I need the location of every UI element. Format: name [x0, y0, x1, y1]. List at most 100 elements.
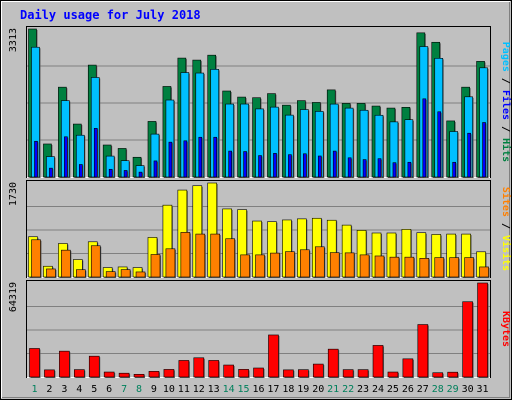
legend-item-kbytes: KBytes: [500, 311, 511, 347]
bar-kbytes-3: [59, 350, 70, 378]
x-tick-label-24: 24: [372, 384, 384, 395]
legend-item-hits: Hits: [500, 138, 512, 162]
legend-separator: /: [500, 217, 511, 235]
bar-pages-28: [437, 111, 442, 178]
x-tick-label-16: 16: [252, 384, 264, 395]
bar-sites-18: [285, 251, 295, 278]
x-tick-label-13: 13: [208, 384, 220, 395]
bar-kbytes-18: [283, 369, 294, 378]
x-tick-label-5: 5: [91, 384, 97, 395]
x-tick-label-28: 28: [432, 384, 444, 395]
bar-sites-25: [389, 256, 400, 278]
bar-sites-8: [135, 271, 146, 278]
legend-item-visits: Visits: [500, 235, 512, 271]
bar-sites-1: [31, 239, 41, 278]
x-tick-label-23: 23: [357, 384, 369, 395]
bar-sites-2: [46, 268, 56, 278]
bar-sites-10: [165, 248, 176, 278]
bar-sites-27: [419, 258, 430, 278]
x-tick-label-2: 2: [46, 384, 52, 395]
bar-sites-24: [374, 255, 385, 278]
bar-kbytes-25: [387, 371, 399, 378]
x-tick-label-19: 19: [297, 384, 309, 395]
bar-kbytes-29: [447, 371, 458, 378]
x-tick-label-10: 10: [163, 384, 175, 395]
x-tick-label-18: 18: [282, 384, 294, 395]
bar-kbytes-2: [44, 369, 55, 378]
legend-separator: /: [500, 72, 511, 90]
bar-kbytes-24: [372, 345, 384, 378]
bar-pages-31: [482, 122, 486, 178]
bar-sites-3: [61, 249, 71, 278]
bar-sites-14: [225, 238, 235, 278]
bar-sites-15: [240, 254, 250, 278]
bar-sites-31: [479, 266, 489, 278]
x-tick-label-9: 9: [151, 384, 157, 395]
legend-visits-sites: Sites / Visits: [500, 187, 512, 271]
y-max-label: 3313: [8, 28, 19, 52]
bar-kbytes-22: [342, 369, 354, 378]
bar-kbytes-31: [477, 282, 488, 378]
x-tick-label-8: 8: [136, 384, 142, 395]
x-tick-label-22: 22: [342, 384, 354, 395]
x-tick-label-25: 25: [387, 384, 399, 395]
x-tick-label-31: 31: [477, 384, 489, 395]
bar-pages-25: [392, 162, 397, 178]
x-tick-label-3: 3: [61, 384, 67, 395]
bar-pages-7: [123, 170, 128, 178]
bar-pages-20: [317, 155, 322, 178]
bar-kbytes-4: [74, 369, 85, 378]
legend-kbytes: KBytes: [500, 311, 511, 347]
bar-kbytes-15: [238, 369, 249, 378]
bar-kbytes-26: [402, 358, 414, 378]
x-tick-label-6: 6: [106, 384, 112, 395]
bar-pages-23: [362, 159, 367, 178]
bar-sites-12: [195, 233, 206, 278]
bar-pages-5: [93, 128, 98, 178]
x-tick-label-27: 27: [417, 384, 429, 395]
x-axis-labels: 1 2 3 4 5 6 7 8 9 10 11 12 13 14 15 16 17 18 19 20 21 22 23 24 2…: [31, 384, 488, 395]
bar-kbytes-28: [432, 372, 444, 378]
chart-panels: 3313 Pages / Files / Hits 1730 Sites / Visi…: [8, 26, 512, 378]
bar-pages-22: [347, 157, 352, 178]
bar-pages-1: [34, 140, 38, 178]
bar-pages-27: [422, 98, 427, 178]
bar-pages-4: [79, 164, 83, 178]
bar-sites-26: [404, 256, 415, 278]
bar-pages-3: [64, 136, 68, 178]
legend-item-files: Files: [500, 90, 512, 120]
bar-sites-7: [120, 269, 131, 278]
bar-kbytes-17: [268, 334, 279, 378]
bar-kbytes-5: [88, 355, 100, 378]
bar-kbytes-12: [193, 357, 205, 378]
x-tick-label-17: 17: [267, 384, 279, 395]
bar-pages-26: [407, 161, 412, 178]
bar-pages-17: [273, 153, 277, 178]
chart-title: Daily usage for July 2018: [20, 8, 201, 22]
bar-pages-6: [108, 168, 113, 178]
legend-item-pages: Pages: [500, 42, 511, 72]
bar-kbytes-21: [327, 348, 339, 378]
x-tick-label-7: 7: [121, 384, 127, 395]
bar-sites-22: [344, 252, 355, 278]
bar-pages-12: [198, 136, 203, 178]
bar-pages-15: [243, 151, 247, 178]
bar-kbytes-27: [417, 324, 429, 378]
bar-kbytes-23: [357, 369, 369, 378]
bar-pages-30: [467, 132, 471, 178]
bar-pages-16: [258, 155, 262, 178]
x-tick-label-30: 30: [462, 384, 474, 395]
bar-kbytes-10: [163, 369, 175, 378]
bar-sites-17: [270, 252, 280, 278]
x-tick-label-29: 29: [447, 384, 459, 395]
x-tick-label-20: 20: [312, 384, 324, 395]
bar-kbytes-14: [223, 364, 234, 378]
bar-sites-6: [105, 271, 116, 278]
bar-pages-10: [168, 141, 173, 178]
bar-pages-8: [138, 171, 143, 178]
bar-sites-28: [434, 257, 445, 278]
bar-kbytes-19: [298, 369, 309, 378]
bar-pages-9: [153, 160, 158, 178]
bar-pages-18: [288, 154, 292, 178]
bar-sites-30: [464, 257, 474, 278]
